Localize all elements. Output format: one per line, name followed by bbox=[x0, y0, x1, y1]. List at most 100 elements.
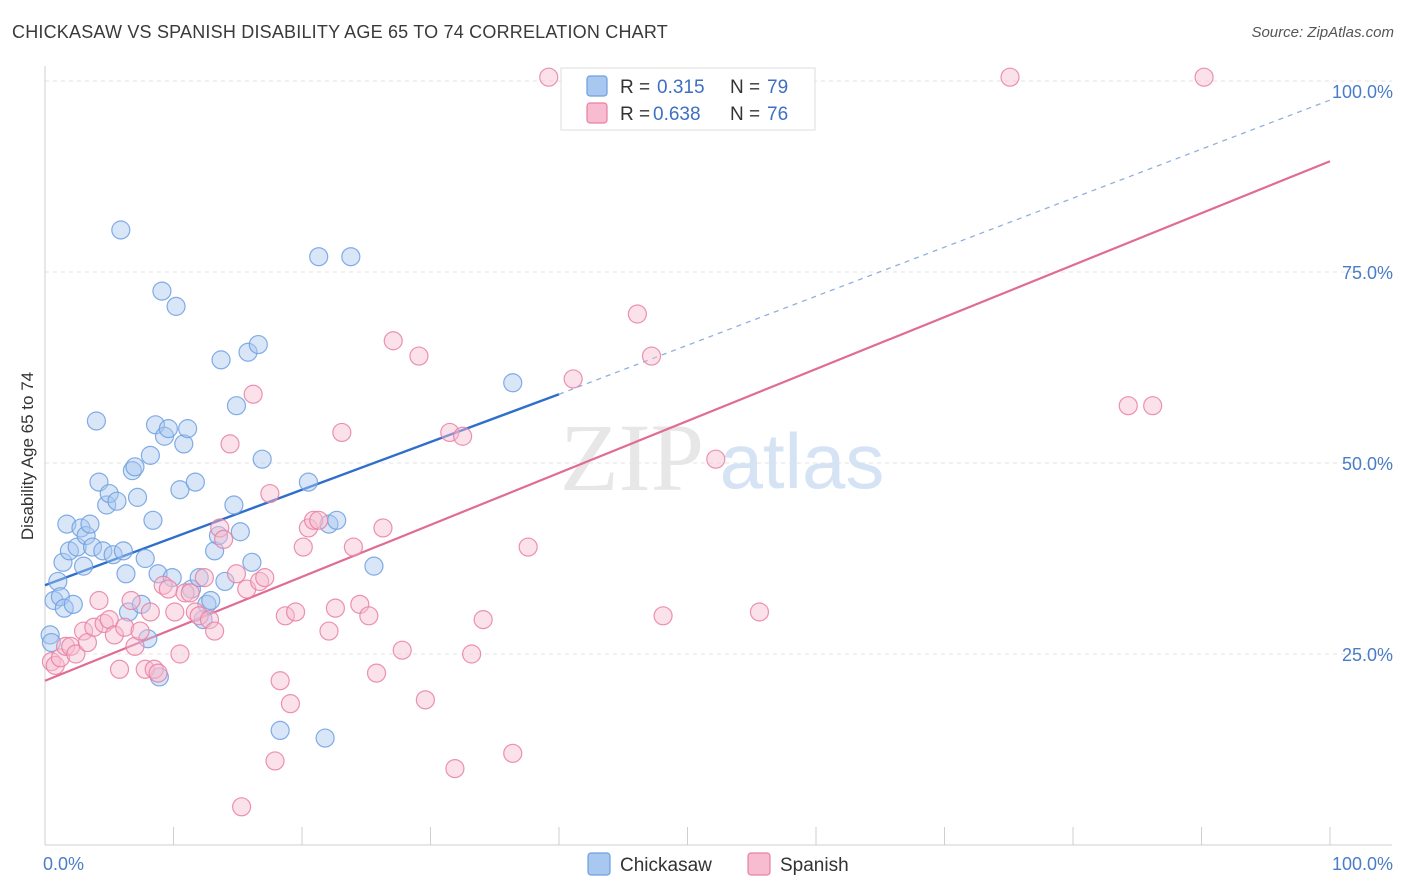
data-point bbox=[104, 625, 124, 645]
data-point bbox=[255, 567, 275, 588]
series-spanish bbox=[41, 67, 1214, 817]
y-tick-labels: 25.0% 50.0% 75.0% 100.0% bbox=[1332, 82, 1393, 665]
data-point bbox=[232, 797, 252, 817]
data-point bbox=[749, 602, 770, 622]
legend-r-label: R = bbox=[620, 104, 650, 125]
data-point bbox=[226, 564, 247, 584]
data-point bbox=[270, 720, 290, 741]
data-points bbox=[40, 67, 1214, 817]
data-point bbox=[125, 457, 145, 477]
data-point bbox=[80, 514, 100, 534]
data-point bbox=[275, 606, 295, 626]
y-tick-label: 25.0% bbox=[1342, 645, 1393, 665]
x-tick-labels: 0.0% 100.0% bbox=[43, 854, 1393, 874]
data-point bbox=[113, 541, 133, 561]
data-point bbox=[158, 419, 178, 439]
data-point bbox=[242, 552, 262, 572]
data-point bbox=[125, 636, 145, 656]
legend-r-value: 0.638 bbox=[653, 104, 701, 125]
data-point bbox=[332, 422, 352, 443]
bottom-legend-swatch-spanish bbox=[747, 852, 771, 876]
data-point bbox=[214, 529, 234, 550]
data-point bbox=[563, 369, 583, 389]
data-point bbox=[66, 644, 86, 664]
data-point bbox=[270, 671, 290, 691]
data-point bbox=[76, 525, 96, 546]
data-point bbox=[325, 598, 346, 618]
trend-line-chickasaw-extension bbox=[558, 99, 1331, 395]
data-point bbox=[170, 644, 190, 664]
data-point bbox=[148, 564, 168, 584]
data-point bbox=[706, 449, 726, 469]
data-point bbox=[194, 567, 214, 588]
series-chickasaw bbox=[40, 220, 523, 748]
chart-title: CHICKASAW VS SPANISH DISABILITY AGE 65 T… bbox=[12, 22, 668, 42]
data-point bbox=[343, 537, 363, 557]
trend-line-chickasaw bbox=[44, 393, 560, 587]
bottom-legend-label-chickasaw: Chickasaw bbox=[620, 855, 712, 876]
data-point bbox=[73, 621, 94, 641]
data-point bbox=[185, 472, 205, 492]
data-point bbox=[309, 510, 329, 530]
data-point bbox=[84, 617, 104, 637]
data-point bbox=[97, 495, 117, 515]
data-point bbox=[373, 518, 393, 538]
data-point bbox=[109, 659, 130, 679]
data-point bbox=[189, 606, 209, 626]
data-point bbox=[453, 426, 473, 446]
data-point bbox=[1118, 396, 1138, 416]
data-point bbox=[641, 346, 662, 366]
data-point bbox=[383, 331, 403, 351]
data-point bbox=[220, 434, 240, 454]
data-point bbox=[249, 571, 270, 592]
data-point bbox=[111, 220, 131, 240]
data-point bbox=[55, 636, 76, 656]
legend-r-label: R = bbox=[620, 77, 650, 98]
bottom-legend: Chickasaw Spanish bbox=[587, 852, 849, 876]
data-point bbox=[248, 334, 268, 355]
data-point bbox=[135, 548, 155, 569]
y-tick-label: 50.0% bbox=[1342, 454, 1393, 474]
legend-r-value: 0.315 bbox=[657, 77, 705, 98]
data-point bbox=[48, 571, 68, 592]
trend-line-spanish bbox=[44, 160, 1331, 682]
data-point bbox=[293, 537, 313, 557]
data-point bbox=[409, 346, 429, 366]
data-point bbox=[252, 449, 272, 469]
data-point bbox=[140, 602, 160, 622]
trend-lines bbox=[44, 99, 1331, 682]
data-point bbox=[653, 606, 673, 626]
data-point bbox=[208, 525, 229, 546]
data-point bbox=[1194, 67, 1214, 87]
data-point bbox=[170, 480, 190, 500]
data-point bbox=[99, 610, 119, 630]
watermark-zip: ZIP bbox=[560, 404, 704, 511]
y-axis-title: Disability Age 65 to 74 bbox=[18, 372, 37, 540]
data-point bbox=[473, 610, 493, 630]
data-point bbox=[174, 434, 194, 454]
data-point bbox=[440, 422, 460, 443]
data-point bbox=[103, 545, 123, 565]
data-point bbox=[93, 541, 113, 561]
data-point bbox=[1143, 396, 1163, 416]
data-point bbox=[230, 522, 250, 542]
legend-n-label: N = bbox=[730, 77, 760, 98]
data-point bbox=[144, 659, 164, 679]
data-point bbox=[41, 632, 62, 653]
data-point bbox=[315, 728, 335, 748]
data-point bbox=[57, 514, 77, 534]
data-point bbox=[462, 644, 482, 664]
data-point bbox=[178, 419, 198, 439]
data-point bbox=[341, 247, 361, 267]
data-point bbox=[226, 396, 247, 416]
x-tick-label: 0.0% bbox=[43, 854, 84, 874]
data-point bbox=[205, 621, 225, 641]
data-point bbox=[211, 350, 231, 370]
data-point bbox=[86, 411, 107, 431]
data-point bbox=[199, 610, 220, 630]
data-point bbox=[366, 663, 387, 683]
legend-swatch-spanish bbox=[586, 102, 608, 124]
axes bbox=[44, 66, 1392, 846]
data-point bbox=[303, 510, 324, 530]
